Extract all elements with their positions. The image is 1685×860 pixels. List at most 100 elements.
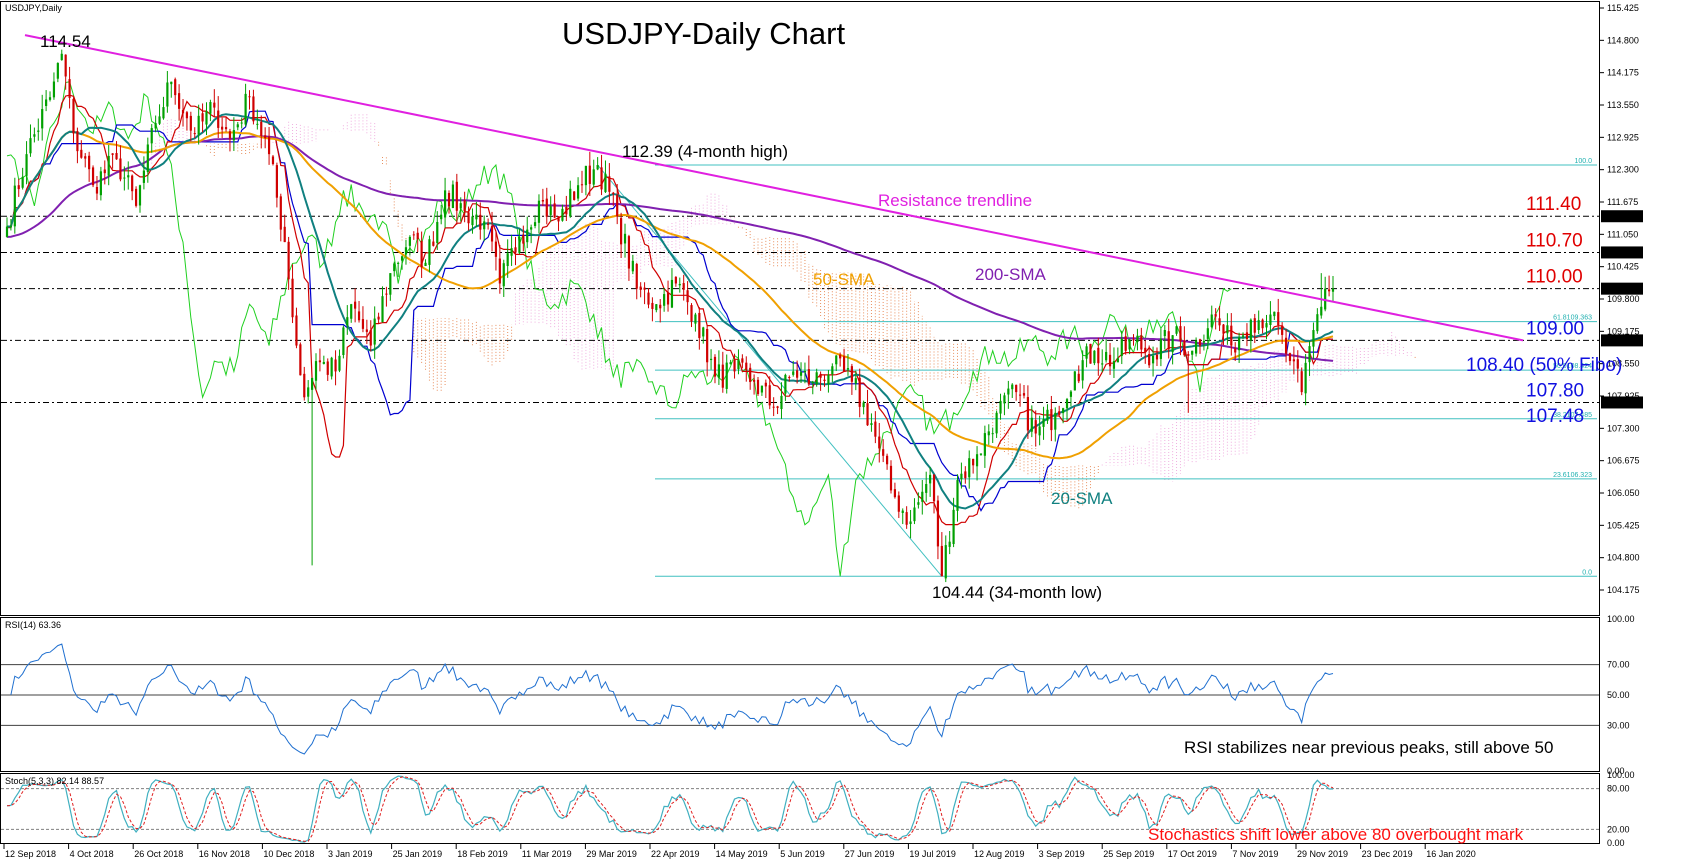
- fibo-diagonal: [597, 164, 943, 577]
- candle-body: [45, 99, 48, 107]
- candle-body: [21, 176, 24, 188]
- resistance-label: Resistance trendline: [878, 191, 1032, 210]
- candle-body: [221, 126, 224, 130]
- price-tick-label: 105.425: [1607, 520, 1640, 530]
- candle-body: [846, 368, 850, 370]
- time-tick-label: 12 Sep 2018: [5, 849, 56, 859]
- candle-body: [1183, 340, 1186, 356]
- candle-body: [964, 471, 967, 479]
- time-tick-label: 11 Mar 2019: [522, 849, 572, 859]
- candle-body: [1015, 384, 1018, 393]
- candle-body: [561, 208, 564, 221]
- candle-body: [127, 175, 130, 178]
- candle-body: [784, 374, 787, 394]
- candle-body: [553, 203, 556, 218]
- candles: [5, 49, 1335, 583]
- candle-body: [142, 170, 146, 183]
- candle-body: [972, 458, 975, 466]
- candle-body: [483, 221, 486, 230]
- time-tick-label: 14 May 2019: [716, 849, 768, 859]
- candle-body: [1175, 326, 1178, 334]
- candle-body: [616, 194, 619, 217]
- price-tick-label: 104.175: [1607, 585, 1640, 595]
- candle-body: [956, 480, 959, 511]
- candle-body: [694, 314, 697, 324]
- time-tick-label: 19 Jul 2019: [909, 849, 956, 859]
- candle-body: [666, 292, 670, 305]
- candle-body: [1331, 288, 1335, 292]
- candle-body: [146, 144, 149, 172]
- candle-body: [475, 214, 478, 220]
- candle-body: [541, 200, 544, 202]
- candle-body: [1046, 409, 1049, 421]
- candle-body: [557, 216, 560, 222]
- price-pane-frame: [0, 1, 1600, 616]
- candle-body: [678, 283, 681, 286]
- candle-body: [1042, 418, 1045, 427]
- candle-body: [72, 98, 75, 134]
- candle-body: [588, 165, 591, 184]
- candle-body: [573, 191, 576, 200]
- candle-body: [170, 81, 173, 85]
- level-price-box-label: 110.000: [1604, 285, 1633, 294]
- candle-body: [354, 301, 357, 309]
- candle-body: [1167, 331, 1170, 350]
- rsi-tick-label: 50.00: [1607, 690, 1630, 700]
- candle-body: [1194, 340, 1198, 354]
- candle-body: [134, 188, 138, 206]
- candle-body: [651, 302, 654, 309]
- candle-body: [1265, 323, 1268, 328]
- candle-body: [878, 436, 881, 449]
- candle-body: [772, 406, 775, 408]
- candle-body: [76, 131, 79, 152]
- candle-body: [56, 63, 59, 79]
- candle-body: [471, 216, 474, 226]
- candle-body: [9, 226, 13, 228]
- fibo-label: 100.0: [1574, 158, 1592, 165]
- candle-body: [1108, 354, 1112, 367]
- stoch-d-line: [6, 776, 1334, 842]
- candle-body: [1245, 332, 1249, 339]
- tenkan-line: [7, 94, 1333, 526]
- stoch-pane: 100.00 80.00 20.00 0.00: [1, 770, 1635, 848]
- price-tick-label: 112.300: [1607, 165, 1639, 175]
- time-tick-label: 26 Oct 2018: [134, 849, 183, 859]
- candle-body: [698, 312, 701, 339]
- level-price-box-label: 110.700: [1604, 248, 1633, 257]
- candle-body: [893, 489, 897, 498]
- candle-body: [299, 344, 302, 376]
- candle-body: [1304, 362, 1307, 394]
- candle-body: [545, 198, 548, 217]
- candle-body: [929, 474, 932, 484]
- candle-body: [885, 455, 889, 465]
- rsi-tick-label: 100.00: [1607, 614, 1635, 624]
- candle-body: [721, 364, 724, 388]
- level-label: 107.80: [1526, 380, 1584, 401]
- candle-body: [549, 206, 552, 215]
- candle-body: [991, 433, 994, 435]
- price-tick-label: 113.550: [1607, 100, 1639, 110]
- candle-body: [91, 167, 95, 186]
- high-4m-label: 112.39 (4-month high): [622, 142, 788, 161]
- candle-body: [1144, 347, 1147, 353]
- candle-body: [1241, 335, 1245, 337]
- candle-body: [1073, 371, 1076, 391]
- candle-body: [995, 412, 998, 434]
- candle-body: [1054, 412, 1057, 430]
- candle-body: [1050, 409, 1053, 431]
- candle-body: [1316, 314, 1319, 332]
- chikou-line: [6, 81, 1232, 577]
- candle-body: [827, 374, 830, 384]
- price-tick-label: 111.050: [1607, 229, 1638, 239]
- level-label: 110.00: [1526, 267, 1583, 288]
- candle-body: [792, 371, 795, 375]
- candle-body: [420, 241, 423, 268]
- candle-body: [745, 362, 748, 371]
- candle-body: [600, 167, 603, 190]
- candle-body: [932, 474, 936, 502]
- candle-body: [1081, 360, 1084, 381]
- candle-body: [310, 377, 314, 390]
- candle-body: [1171, 335, 1174, 353]
- candle-body: [776, 406, 779, 408]
